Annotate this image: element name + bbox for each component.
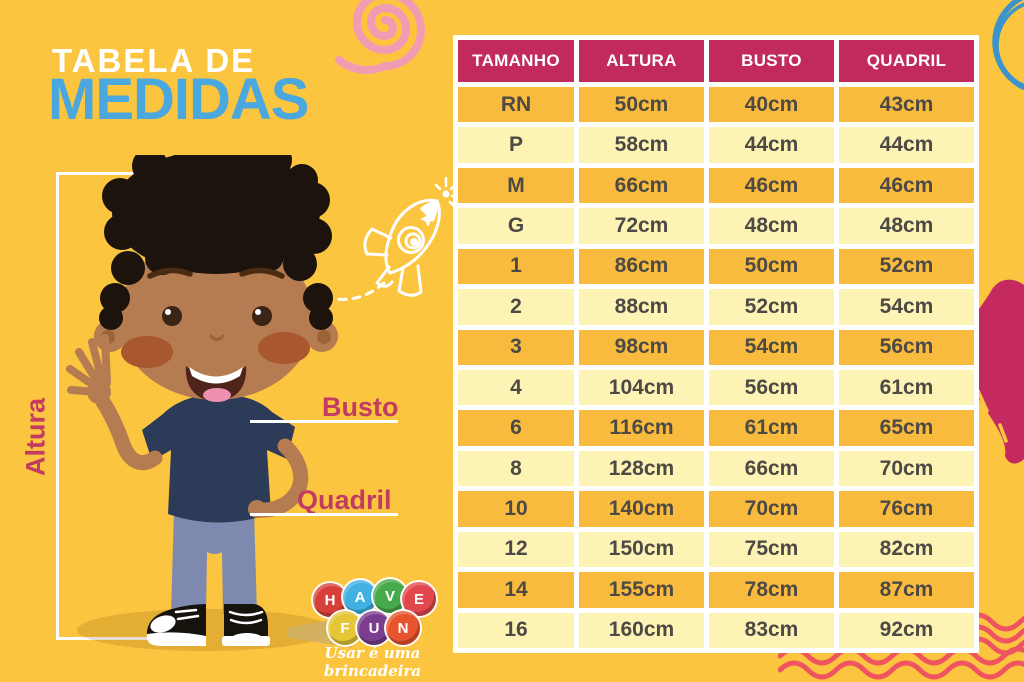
measurement-cell: 88cm [579,289,704,325]
logo-ball-a: A [343,580,377,614]
measurement-cell: 44cm [839,127,974,163]
size-cell: 2 [458,289,574,325]
measurement-cell: 150cm [579,531,704,568]
measurement-cell: 92cm [839,612,974,648]
height-bracket-top [56,172,204,175]
measurement-cell: 61cm [709,410,834,446]
size-cell: 12 [458,531,574,568]
size-table: TAMANHO ALTURA BUSTO QUADRIL RN 50cm 40cm 4… [453,35,979,653]
measurement-cell: 56cm [709,369,834,406]
measurement-cell: 61cm [839,369,974,406]
circle-scribble-icon [992,0,1024,91]
measurement-cell: 78cm [709,572,834,608]
jeans [171,510,257,614]
measurement-cell: 70cm [709,491,834,527]
measurement-cell: 76cm [839,491,974,527]
measurement-cell: 75cm [709,531,834,568]
bust-label: Busto [322,392,399,422]
measurement-cell: 48cm [839,208,974,244]
spiral-doodle-icon [335,0,425,74]
height-label: Altura [20,397,51,477]
measurement-cell: 52cm [839,248,974,285]
size-cell: 10 [458,491,574,527]
column-header-quadril: QUADRIL [839,40,974,82]
size-cell: M [458,167,574,204]
size-cell: 3 [458,329,574,365]
measurement-cell: 155cm [579,572,704,608]
logo-ball-v: V [373,579,407,613]
logo-ball-e: E [402,582,436,616]
right-shoe [224,604,268,646]
measurement-cell: 98cm [579,329,704,365]
measurement-cell: 87cm [839,572,974,608]
hair [99,155,333,330]
face [118,236,314,400]
measurement-cell: 83cm [709,612,834,648]
size-cell: 6 [458,410,574,446]
measurement-cell: 50cm [709,248,834,285]
size-cell: 1 [458,248,574,285]
size-cell: 14 [458,572,574,608]
size-cell: G [458,208,574,244]
t-shirt [142,395,295,523]
measurement-cell: 46cm [709,167,834,204]
measurement-cell: 65cm [839,410,974,446]
left-eye [162,306,182,326]
right-eye [252,306,272,326]
height-bracket-vertical [56,172,59,640]
size-cell: 4 [458,369,574,406]
mouth [185,366,247,402]
logo-ball-f: F [328,611,362,645]
page-title-line2: MEDIDAS [48,67,309,132]
measurement-cell: 116cm [579,410,704,446]
measurement-cell: 48cm [709,208,834,244]
measurement-cell: 54cm [709,329,834,365]
measurement-cell: 46cm [839,167,974,204]
measurement-cell: 56cm [839,329,974,365]
measurement-cell: 66cm [579,167,704,204]
measurement-cell: 44cm [709,127,834,163]
size-cell: 8 [458,450,574,487]
height-bracket-bottom [56,637,204,640]
measurement-cell: 82cm [839,531,974,568]
logo-ball-u: U [357,611,391,645]
measurement-cell: 70cm [839,450,974,487]
rocket-doodle-icon [333,176,458,301]
logo-tagline: Usar é uma brincadeira [323,644,422,680]
measurement-cell: 66cm [709,450,834,487]
measurement-cell: 40cm [709,87,834,123]
measurement-cell: 54cm [839,289,974,325]
size-cell: RN [458,87,574,123]
size-cell: 16 [458,612,574,648]
column-header-tamanho: TAMANHO [458,40,574,82]
measurement-cell: 72cm [579,208,704,244]
logo-ball-n: N [386,611,420,645]
measurement-cell: 52cm [709,289,834,325]
measurement-cell: 43cm [839,87,974,123]
measurement-cell: 58cm [579,127,704,163]
measurement-cell: 50cm [579,87,704,123]
column-header-altura: ALTURA [579,40,704,82]
measurement-cell: 128cm [579,450,704,487]
measurement-cell: 86cm [579,248,704,285]
hip-label: Quadril [297,485,392,515]
measurement-cell: 160cm [579,612,704,648]
size-cell: P [458,127,574,163]
bust-line [250,420,398,423]
measurement-cell: 140cm [579,491,704,527]
page-title-line1: TABELA DE [52,42,256,79]
column-header-busto: BUSTO [709,40,834,82]
hip-line [250,513,398,516]
measurement-cell: 104cm [579,369,704,406]
